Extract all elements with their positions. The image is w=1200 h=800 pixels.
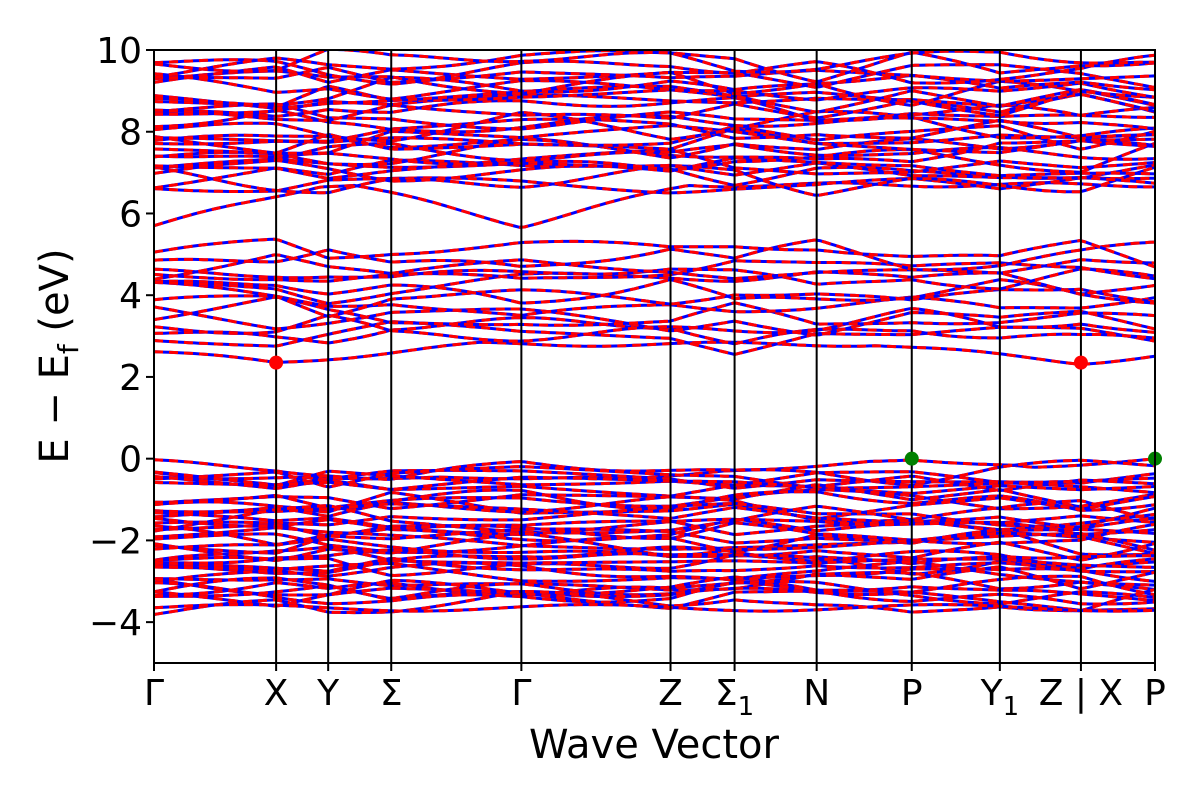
band-line-spin-down [154, 458, 1155, 487]
cbm-marker [1073, 355, 1088, 370]
y-tick-label: 2 [119, 358, 142, 399]
band-line-spin-down [154, 147, 1155, 180]
band-line-spin-down [154, 141, 1155, 168]
x-tick-label: P [1144, 673, 1166, 714]
x-tick-label: Γ [144, 673, 164, 714]
extrema-markers [269, 355, 1162, 466]
band-line-spin-down [154, 63, 1155, 89]
band-line-spin-down [154, 579, 1155, 606]
band-line-spin-down [154, 545, 1155, 569]
band-line-spin-down [154, 580, 1155, 606]
plot-frame [153, 49, 1156, 664]
y-tick-label: 4 [119, 276, 142, 317]
band-line-spin-down [154, 340, 1155, 366]
band-line-spin-down [154, 176, 1155, 195]
band-line-spin-down [154, 475, 1155, 495]
x-tick-label: Σ [380, 673, 403, 714]
x-axis-ticks: Γ X Y Σ Γ Z Σ1 N P Y1 Z | X P [144, 663, 1166, 722]
y-axis-title: E − Ef (eV) [32, 248, 85, 463]
band-line-spin-down [154, 557, 1155, 574]
x-tick-label: Σ1 [715, 673, 754, 722]
vbm-marker [904, 451, 919, 466]
band-line-spin-down [154, 305, 1155, 337]
band-line-spin-down [154, 84, 1155, 114]
y-tick-label: 0 [119, 440, 142, 481]
y-tick-label: −2 [89, 521, 142, 562]
band-line-spin-down [154, 237, 1155, 269]
band-line-spin-down [154, 253, 1155, 281]
band-line-spin-down [154, 320, 1155, 356]
y-axis-ticks: −4 −2 0 2 4 6 8 10 [89, 31, 154, 644]
cbm-marker [269, 355, 284, 370]
band-line-spin-down [154, 588, 1155, 616]
x-tick-label: Γ [511, 673, 531, 714]
band-line-spin-down [154, 465, 1155, 490]
band-line-spin-down [154, 92, 1155, 122]
band-line-spin-down [154, 501, 1155, 529]
band-line-spin-down [154, 557, 1155, 575]
x-tick-label: X [264, 673, 289, 714]
x-tick-label: N [803, 673, 830, 714]
band-line-spin-down [154, 110, 1155, 143]
band-lines [154, 50, 1155, 616]
band-line-spin-down [154, 495, 1155, 523]
x-tick-label: P [901, 673, 923, 714]
y-tick-label: −4 [89, 603, 142, 644]
band-line-spin-down [154, 511, 1155, 537]
band-line-spin-down [154, 65, 1155, 84]
x-tick-label: Y [316, 673, 340, 714]
y-tick-label: 6 [119, 194, 142, 235]
y-tick-label: 10 [96, 31, 142, 72]
band-line-spin-down [154, 603, 1155, 613]
band-line-spin-down [154, 72, 1155, 102]
band-line-spin-down [154, 238, 1155, 272]
y-tick-label: 8 [119, 113, 142, 154]
band-line-spin-down [154, 527, 1155, 557]
band-line-spin-down [154, 548, 1155, 566]
band-line-spin-down [154, 502, 1155, 525]
x-tick-label: Z [658, 673, 683, 714]
band-line-spin-down [154, 531, 1155, 563]
x-tick-label: Z | X [1039, 673, 1123, 714]
band-line-spin-down [154, 102, 1155, 131]
band-line-spin-down [154, 270, 1155, 306]
band-line-spin-down [154, 158, 1155, 190]
band-line-spin-down [154, 123, 1155, 155]
band-line-spin-down [154, 50, 1155, 74]
band-line-spin-down [154, 294, 1155, 317]
band-line-spin-down [154, 259, 1155, 283]
band-line-spin-down [154, 559, 1155, 587]
x-axis-title: Wave Vector [529, 722, 780, 768]
band-line-spin-down [154, 164, 1155, 197]
band-line-spin-down [154, 516, 1155, 543]
band-line-spin-down [154, 278, 1155, 305]
high-symmetry-lines [275, 50, 1082, 663]
band-line-spin-down [154, 574, 1155, 600]
x-tick-label: Y1 [980, 673, 1020, 722]
band-line-spin-down [154, 53, 1155, 86]
band-line-spin-down [154, 280, 1155, 319]
band-line-spin-down [154, 491, 1155, 521]
band-line-spin-down [154, 561, 1155, 585]
band-line-spin-down [154, 76, 1155, 107]
band-line-spin-down [154, 117, 1155, 143]
band-line-spin-down [154, 295, 1155, 327]
